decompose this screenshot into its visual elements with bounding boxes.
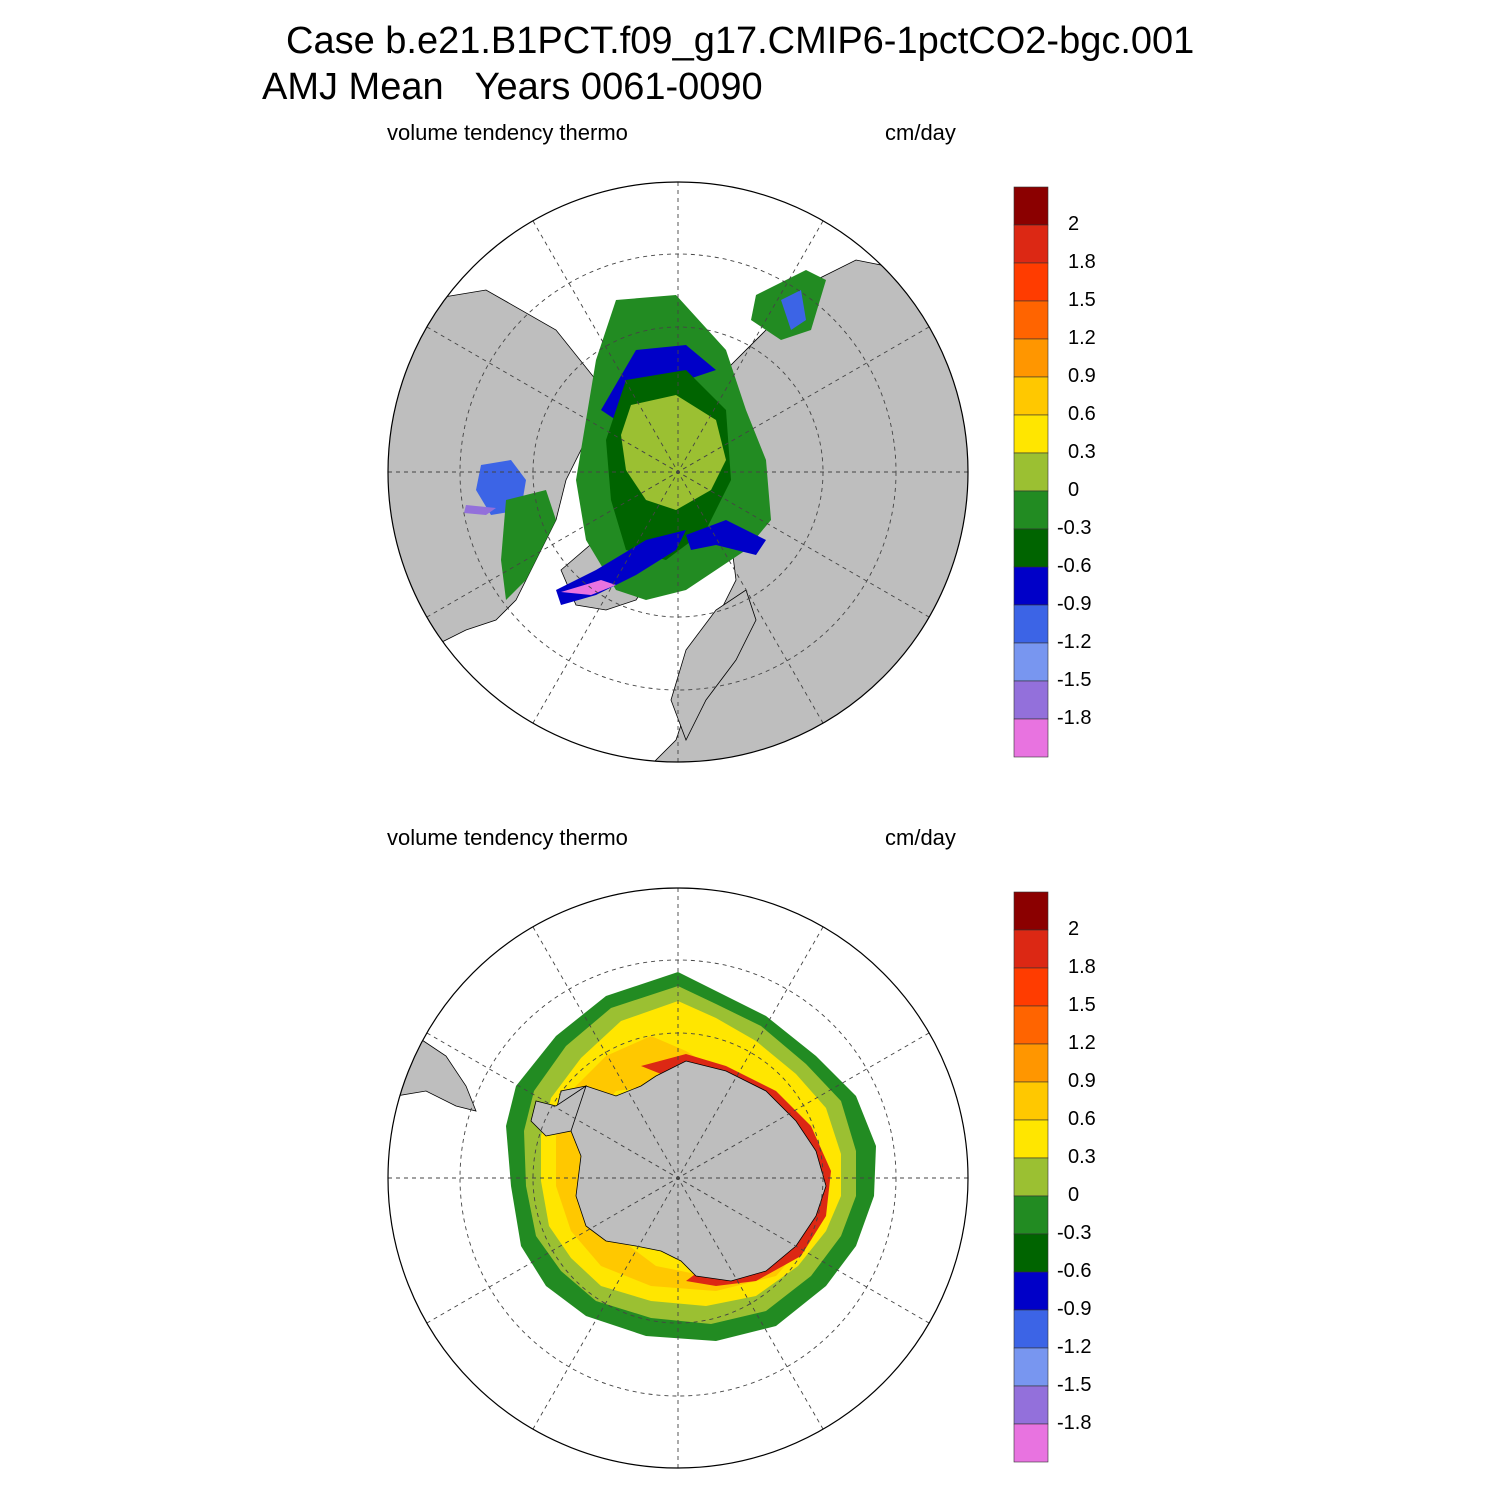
colorbar-swatch <box>1013 1043 1049 1083</box>
north-field-labrador <box>501 490 556 600</box>
colorbar-swatch <box>1013 1195 1049 1235</box>
figure-title-period: AMJ Mean Years 0061-0090 <box>262 66 763 108</box>
colorbar-swatch <box>1013 566 1049 606</box>
colorbar-swatch <box>1013 680 1049 720</box>
colorbar-tick-label: 0 <box>1068 1184 1080 1206</box>
colorbar-swatch <box>1013 1309 1049 1349</box>
figure-title-case: Case b.e21.B1PCT.f09_g17.CMIP6-1pctCO2-b… <box>286 20 1195 62</box>
north-panel-units-label: cm/day <box>885 120 956 145</box>
colorbar-tick-label: 0.6 <box>1068 403 1096 425</box>
colorbar-tick-label: -1.5 <box>1057 1374 1092 1396</box>
colorbar-swatch <box>1013 1271 1049 1311</box>
south-land-peninsula <box>530 1085 587 1137</box>
north-field-okhotsk-blue <box>781 290 806 330</box>
south-panel-variable-label: volume tendency thermo <box>387 825 628 850</box>
colorbar-swatch <box>1013 452 1049 492</box>
colorbar-tick-label: -1.8 <box>1057 1412 1092 1434</box>
north-field-greenland-pink <box>561 580 616 595</box>
south-map-border <box>387 887 969 1469</box>
colorbar-swatch <box>1013 1081 1049 1121</box>
north-field-barents-blue <box>686 520 766 555</box>
north-field-hudson-lavender <box>464 505 496 515</box>
colorbar-swatch <box>1013 604 1049 644</box>
colorbar-tick-label: 0 <box>1068 479 1080 501</box>
colorbar-tick-label: -1.5 <box>1057 669 1092 691</box>
south-polar-map <box>387 887 969 1469</box>
colorbar-swatch <box>1013 1005 1049 1045</box>
colorbar-tick-label: 1.8 <box>1068 956 1096 978</box>
colorbar-tick-label: -0.9 <box>1057 1298 1092 1320</box>
colorbar-tick-label: -1.2 <box>1057 631 1092 653</box>
north-graticule <box>388 182 968 762</box>
colorbar-swatch <box>1013 376 1049 416</box>
colorbar-swatch <box>1013 718 1049 758</box>
colorbar-swatch <box>1013 490 1049 530</box>
north-land-scandinavia <box>670 589 757 741</box>
colorbar-tick-label: -0.6 <box>1057 1260 1092 1282</box>
colorbar-tick-label: -0.6 <box>1057 555 1092 577</box>
colorbar-swatch <box>1013 262 1049 302</box>
colorbar-swatch <box>1013 224 1049 264</box>
colorbar-tick-label: -1.8 <box>1057 707 1092 729</box>
south-colorbar <box>1013 891 1049 1463</box>
colorbar-tick-label: 0.3 <box>1068 1146 1096 1168</box>
south-panel-units-label: cm/day <box>885 825 956 850</box>
colorbar-swatch <box>1013 1347 1049 1387</box>
colorbar-tick-label: 0.3 <box>1068 441 1096 463</box>
colorbar-tick-label: 1.5 <box>1068 289 1096 311</box>
colorbar-tick-label: -0.9 <box>1057 593 1092 615</box>
colorbar-tick-label: 1.2 <box>1068 327 1096 349</box>
colorbar-tick-label: -0.3 <box>1057 517 1092 539</box>
north-polar-map <box>387 181 969 763</box>
north-colorbar <box>1013 186 1049 758</box>
colorbar-swatch <box>1013 338 1049 378</box>
colorbar-swatch <box>1013 891 1049 931</box>
colorbar-tick-label: -1.2 <box>1057 1336 1092 1358</box>
colorbar-tick-label: 1.5 <box>1068 994 1096 1016</box>
colorbar-tick-label: 1.8 <box>1068 251 1096 273</box>
colorbar-swatch <box>1013 1157 1049 1197</box>
colorbar-tick-label: 2 <box>1068 918 1080 940</box>
colorbar-tick-label: 0.9 <box>1068 365 1096 387</box>
colorbar-swatch <box>1013 528 1049 568</box>
colorbar-swatch <box>1013 186 1049 226</box>
colorbar-swatch <box>1013 1385 1049 1425</box>
colorbar-tick-label: 0.9 <box>1068 1070 1096 1092</box>
colorbar-swatch <box>1013 414 1049 454</box>
colorbar-swatch <box>1013 300 1049 340</box>
north-panel-variable-label: volume tendency thermo <box>387 120 628 145</box>
colorbar-swatch <box>1013 1119 1049 1159</box>
colorbar-tick-label: 0.6 <box>1068 1108 1096 1130</box>
colorbar-swatch <box>1013 929 1049 969</box>
north-map-border <box>387 181 969 763</box>
south-graticule <box>388 888 968 1468</box>
colorbar-tick-label: -0.3 <box>1057 1222 1092 1244</box>
colorbar-swatch <box>1013 1233 1049 1273</box>
colorbar-swatch <box>1013 1423 1049 1463</box>
colorbar-tick-label: 1.2 <box>1068 1032 1096 1054</box>
north-field-center-olive <box>621 395 726 510</box>
colorbar-swatch <box>1013 967 1049 1007</box>
colorbar-tick-label: 2 <box>1068 213 1080 235</box>
colorbar-swatch <box>1013 642 1049 682</box>
